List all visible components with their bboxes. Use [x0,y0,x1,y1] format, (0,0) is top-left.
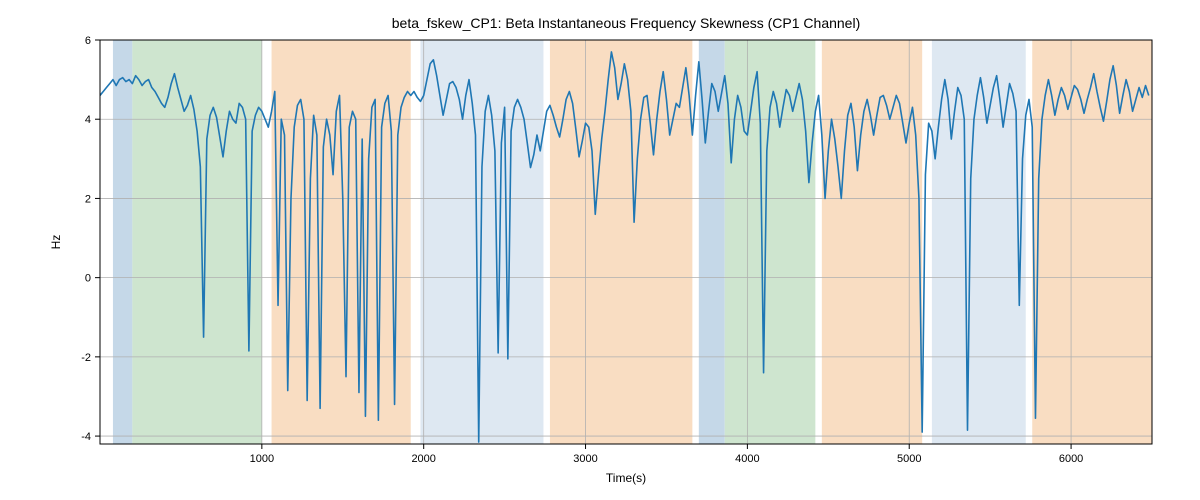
y-tick-label: 6 [85,35,91,47]
x-tick-label: 4000 [735,453,759,465]
x-tick-label: 2000 [411,453,435,465]
x-tick-label: 3000 [573,453,597,465]
y-axis-label: Hz [49,235,63,250]
y-tick-label: -2 [81,352,91,364]
region-span [1032,40,1152,444]
x-tick-label: 1000 [250,453,274,465]
y-tick-label: 0 [85,273,91,285]
region-span [822,40,922,444]
timeseries-chart: 1000 2000 3000 4000 5000 6000 -4 -2 0 2 4 6 Time(s) H… [0,0,1200,500]
region-span [132,40,261,444]
region-span [113,40,132,444]
y-tick-label: 4 [85,114,91,126]
region-span [272,40,411,444]
x-tick-label: 5000 [897,453,921,465]
y-tick-label: 2 [85,193,91,205]
x-axis-label: Time(s) [606,471,646,485]
chart-title: beta_fskew_CP1: Beta Instantaneous Frequ… [392,15,861,31]
chart-container: 1000 2000 3000 4000 5000 6000 -4 -2 0 2 4 6 Time(s) H… [0,0,1200,500]
region-span [932,40,1026,444]
region-span [420,40,543,444]
y-tick-label: -4 [81,431,91,443]
x-tick-label: 6000 [1059,453,1083,465]
